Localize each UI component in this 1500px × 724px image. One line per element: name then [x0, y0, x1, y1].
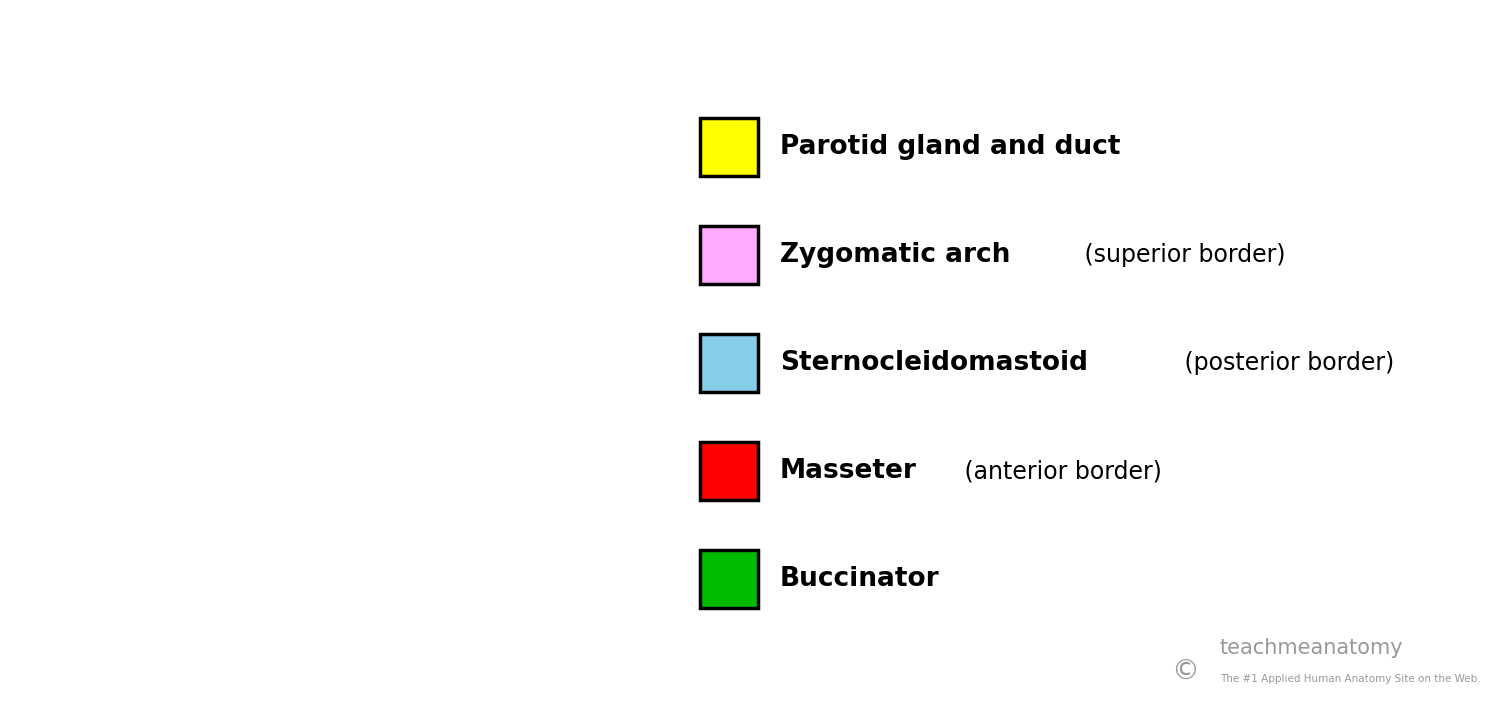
Bar	[700, 334, 758, 392]
Bar	[700, 118, 758, 176]
Text: The #1 Applied Human Anatomy Site on the Web.: The #1 Applied Human Anatomy Site on the…	[1220, 674, 1480, 684]
Bar	[700, 226, 758, 284]
Text: Parotid gland and duct: Parotid gland and duct	[780, 134, 1120, 160]
Text: Buccinator: Buccinator	[780, 566, 939, 592]
Text: (anterior border): (anterior border)	[957, 459, 1161, 483]
Text: Zygomatic arch: Zygomatic arch	[780, 242, 1011, 268]
Text: ©: ©	[1172, 658, 1198, 686]
Text: Sternocleidomastoid: Sternocleidomastoid	[780, 350, 1088, 376]
Text: (posterior border): (posterior border)	[1178, 351, 1395, 375]
Text: Masseter: Masseter	[780, 458, 916, 484]
Bar	[700, 550, 758, 608]
Text: (superior border): (superior border)	[1077, 243, 1286, 267]
Text: teachmeanatomy: teachmeanatomy	[1220, 638, 1404, 658]
Bar	[700, 442, 758, 500]
